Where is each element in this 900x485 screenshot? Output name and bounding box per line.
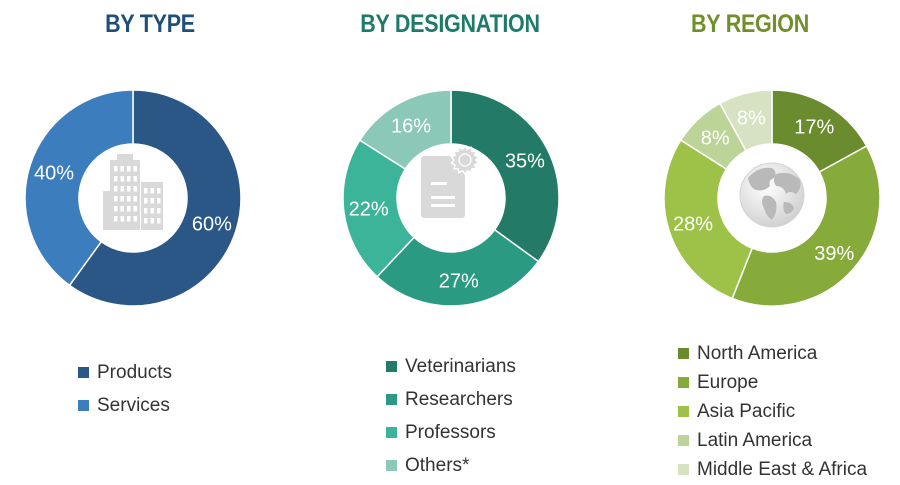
slice-label: 28% xyxy=(673,214,713,236)
legend-item: Products xyxy=(78,356,172,389)
slice-label: 35% xyxy=(505,150,545,172)
slice-label: 60% xyxy=(192,214,232,236)
legend-swatch xyxy=(386,427,397,438)
chart-title: BY DESIGNATION xyxy=(360,10,540,38)
slice-label: 40% xyxy=(34,162,74,184)
donut-chart: 60% 40% xyxy=(24,89,242,307)
legend-label: Professors xyxy=(405,421,496,443)
buildings-icon xyxy=(103,154,163,230)
donut-slice xyxy=(342,139,416,278)
donut-slice xyxy=(731,144,881,307)
legend-label: Services xyxy=(97,394,170,416)
legend-swatch xyxy=(678,464,689,475)
legend-swatch xyxy=(386,361,397,372)
legend-label: Latin America xyxy=(697,429,813,451)
donut-slice xyxy=(68,89,242,307)
legend-item: Services xyxy=(78,389,172,422)
chart-legend: North America Europe Asia Pacific Latin Ame… xyxy=(678,339,867,484)
legend-label: Europe xyxy=(697,371,759,393)
donut-slice xyxy=(450,89,560,263)
donut-slice xyxy=(663,139,754,300)
legend-item: Veterinarians xyxy=(386,350,516,383)
chart-panel-type: BY TYPE 60% 40% Products Services xyxy=(0,0,300,485)
chart-legend: Products Services xyxy=(78,356,172,422)
legend-label: Middle East & Africa xyxy=(697,458,868,480)
globe-icon xyxy=(739,162,805,228)
donut-chart: 17% 39% 28% 8% 8% xyxy=(663,89,881,307)
legend-swatch xyxy=(678,348,689,359)
slice-label: 16% xyxy=(391,115,431,137)
legend-item: North America xyxy=(678,339,867,368)
legend-label: North America xyxy=(697,342,818,364)
legend-label: Veterinarians xyxy=(405,355,516,377)
legend-swatch xyxy=(386,394,397,405)
legend-swatch xyxy=(78,367,89,378)
legend-swatch xyxy=(78,400,89,411)
legend-item: Others* xyxy=(386,449,516,482)
donut-slice xyxy=(24,89,134,287)
donut-chart: 35% 27% 22% 16% xyxy=(342,89,560,307)
legend-swatch xyxy=(678,406,689,417)
donut-slice xyxy=(718,89,773,152)
chart-panel-region: BY REGION 17% 39% 28% 8% 8% North America Eur… xyxy=(600,0,900,485)
legend-label: Researchers xyxy=(405,388,513,410)
legend-label: Others* xyxy=(405,454,470,476)
slice-label: 27% xyxy=(439,271,479,293)
legend-swatch xyxy=(678,377,689,388)
legend-item: Latin America xyxy=(678,426,867,455)
slice-label: 8% xyxy=(737,108,766,130)
legend-label: Products xyxy=(97,361,172,383)
legend-swatch xyxy=(678,435,689,446)
legend-item: Researchers xyxy=(386,383,516,416)
chart-title: BY REGION xyxy=(691,10,809,38)
legend-item: Middle East & Africa xyxy=(678,455,867,484)
legend-item: Professors xyxy=(386,416,516,449)
slice-label: 8% xyxy=(701,127,730,149)
donut-slice xyxy=(376,228,540,307)
slice-label: 17% xyxy=(794,117,834,139)
legend-item: Europe xyxy=(678,368,867,397)
slice-label: 22% xyxy=(349,198,389,220)
chart-title: BY TYPE xyxy=(105,10,195,38)
donut-slice xyxy=(358,89,452,171)
legend-swatch xyxy=(386,460,397,471)
legend-item: Asia Pacific xyxy=(678,397,867,426)
chart-legend: Veterinarians Researchers Professors Others… xyxy=(386,350,516,482)
certificate-document-icon xyxy=(421,144,480,218)
legend-label: Asia Pacific xyxy=(697,400,796,422)
slice-label: 39% xyxy=(814,243,854,265)
chart-panel-designation: BY DESIGNATION 35% 27% 22% 16% Veterinarian… xyxy=(300,0,600,485)
